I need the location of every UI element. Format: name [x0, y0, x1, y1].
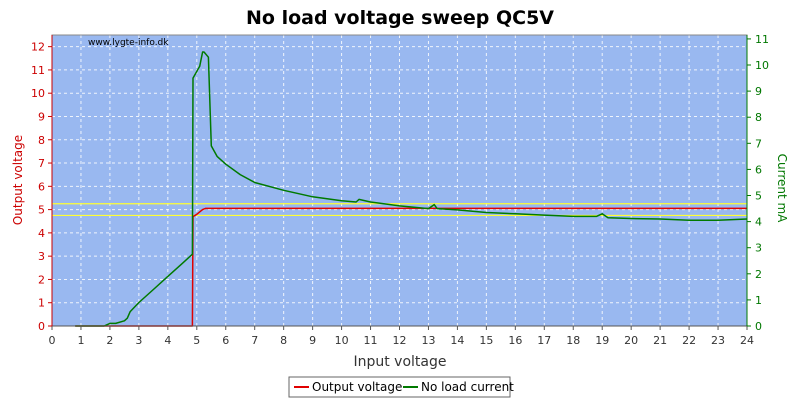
x-tick-label: 1 — [77, 334, 84, 347]
legend-label-output-voltage: Output voltage — [312, 380, 402, 394]
x-tick-label: 9 — [309, 334, 316, 347]
y-right-tick-label: 10 — [755, 59, 769, 72]
x-tick-label: 23 — [711, 334, 725, 347]
y-left-tick-label: 6 — [38, 180, 45, 193]
y-left-tick-label: 11 — [31, 64, 45, 77]
grid — [52, 35, 747, 326]
y-left-tick-label: 5 — [38, 204, 45, 217]
y-left-tick-label: 12 — [31, 41, 45, 54]
legend-box — [288, 376, 511, 398]
x-tick-label: 20 — [624, 334, 638, 347]
y-right-tick-label: 5 — [755, 190, 762, 203]
x-tick-label: 18 — [566, 334, 580, 347]
x-tick-label: 12 — [393, 334, 407, 347]
watermark: www.lygte-info.dk — [88, 38, 169, 48]
y-axis-left-title: Output voltage — [11, 135, 25, 225]
x-tick-label: 0 — [49, 334, 56, 347]
x-tick-label: 21 — [653, 334, 667, 347]
x-tick-label: 6 — [222, 334, 229, 347]
y-axis-right-title: Current mA — [775, 154, 789, 224]
y-right-tick-label: 3 — [755, 242, 762, 255]
x-tick-label: 13 — [421, 334, 435, 347]
y-left-tick-label: 2 — [38, 273, 45, 286]
y-left-tick-label: 3 — [38, 250, 45, 263]
y-right-tick-label: 11 — [755, 33, 769, 46]
x-tick-label: 24 — [740, 334, 754, 347]
y-left-tick-label: 1 — [38, 297, 45, 310]
x-axis: 0 1 2 3 4 5 6 7 8 9 10 11 12 13 14 15 16 17 18 19 20 21 22 23 24 — [49, 325, 754, 347]
series-group — [75, 51, 748, 327]
y-left-tick-label: 8 — [38, 134, 45, 147]
y-right-tick-label: 6 — [755, 163, 762, 176]
x-tick-label: 8 — [280, 334, 287, 347]
chart-title: No load voltage sweep QC5V — [246, 7, 554, 29]
y-right-tick-label: 0 — [755, 320, 762, 333]
x-axis-title: Input voltage — [353, 354, 446, 370]
x-tick-label: 2 — [106, 334, 113, 347]
y-left-tick-label: 9 — [38, 110, 45, 123]
x-tick-label: 10 — [335, 334, 349, 347]
y-left-tick-label: 7 — [38, 157, 45, 170]
series-no-load-current — [75, 51, 748, 327]
x-tick-label: 11 — [364, 334, 378, 347]
x-tick-label: 14 — [450, 334, 464, 347]
y-axis-right: 0 1 2 3 4 5 6 7 8 9 10 11 — [746, 33, 769, 333]
x-tick-label: 17 — [537, 334, 551, 347]
y-right-tick-label: 7 — [755, 137, 762, 150]
x-tick-label: 5 — [193, 334, 200, 347]
y-right-tick-label: 9 — [755, 85, 762, 98]
x-tick-label: 16 — [508, 334, 522, 347]
y-left-tick-label: 4 — [38, 227, 45, 240]
legend-label-no-load-current: No load current — [421, 380, 514, 394]
x-tick-label: 15 — [479, 334, 493, 347]
y-left-tick-label: 0 — [38, 320, 45, 333]
x-tick-label: 22 — [682, 334, 696, 347]
y-right-tick-label: 1 — [755, 294, 762, 307]
y-right-tick-label: 4 — [755, 216, 762, 229]
legend: Output voltage No load current — [288, 376, 514, 398]
reference-lines — [52, 203, 747, 217]
x-tick-label: 3 — [135, 334, 142, 347]
y-right-tick-label: 8 — [755, 111, 762, 124]
y-left-tick-label: 10 — [31, 87, 45, 100]
x-tick-label: 4 — [164, 334, 171, 347]
x-tick-label: 19 — [595, 334, 609, 347]
series-output-voltage — [75, 207, 747, 327]
y-right-tick-label: 2 — [755, 268, 762, 281]
x-tick-label: 7 — [251, 334, 258, 347]
